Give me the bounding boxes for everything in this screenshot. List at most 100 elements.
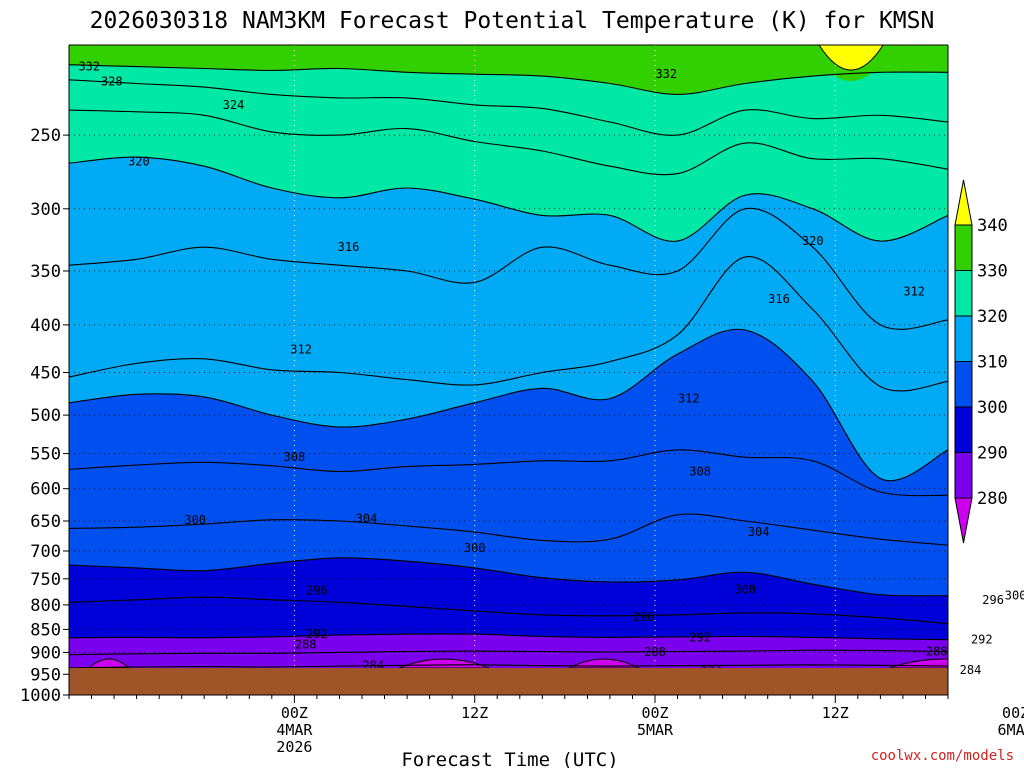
y-tick-label: 750 <box>30 570 61 590</box>
contour-label: 308 <box>689 465 711 479</box>
contour-label: 300 <box>1005 589 1024 603</box>
credit-text: coolwx.com/models <box>871 748 1014 764</box>
y-tick-label: 950 <box>30 665 61 685</box>
fill-band-310 <box>69 256 948 481</box>
contour-line-328 <box>69 79 948 136</box>
surface-blob-1 <box>398 658 490 668</box>
contour-line-310 <box>69 328 948 482</box>
contour-label: 308 <box>284 450 306 464</box>
colorbar: 340 330 320 310 300 290 280 <box>954 179 1008 544</box>
contour-label: 300 <box>464 541 486 555</box>
contour-label: 296 <box>306 584 328 598</box>
colorbar-label: 310 <box>977 353 1008 373</box>
contour-fills <box>69 45 948 668</box>
contour-label: 296 <box>633 610 655 624</box>
contour-line-284 <box>69 664 948 668</box>
colorbar-label: 300 <box>977 398 1008 418</box>
contour-line-324 <box>69 109 948 176</box>
colorbar-label: 330 <box>977 262 1008 282</box>
contour-label: 332 <box>655 67 677 81</box>
contour-label: 292 <box>971 633 993 647</box>
fill-band-300 <box>69 513 948 596</box>
x-tick-label: 6MAR <box>998 721 1024 739</box>
y-tick-label: 1000 <box>20 686 61 706</box>
fill-band-308 <box>69 329 948 496</box>
contour-lines <box>69 64 948 668</box>
contour-line-312 <box>69 256 948 392</box>
y-tick-label: 300 <box>30 200 61 220</box>
x-tick-label: 12Z <box>822 704 849 722</box>
x-tick-label: 4MAR <box>276 721 313 739</box>
contour-label: 288 <box>644 645 666 659</box>
contour-label: 288 <box>295 638 317 652</box>
x-tick-label: 2026 <box>276 738 312 756</box>
y-tick-label: 650 <box>30 512 61 532</box>
y-tick-label: 850 <box>30 620 61 640</box>
contour-label: 304 <box>748 525 770 539</box>
contour-label: 296 <box>982 593 1004 607</box>
fill-band-320 <box>69 110 948 242</box>
contour-label: 300 <box>184 513 206 527</box>
contour-line-308 <box>69 449 948 497</box>
x-tick-label: 00Z <box>1002 704 1024 722</box>
colorbar-box <box>954 224 973 271</box>
contour-line-316 <box>69 207 948 330</box>
contour-label: 316 <box>338 240 360 254</box>
contour-label: 316 <box>768 292 790 306</box>
y-tick-label: 600 <box>30 480 61 500</box>
y-tick-label: 800 <box>30 596 61 616</box>
fill-band-324 <box>69 79 948 175</box>
colorbar-label: 340 <box>977 216 1008 236</box>
x-axis-title: Forecast Time (UTC) <box>401 749 618 768</box>
y-tick-label: 900 <box>30 643 61 663</box>
surface-blob-0 <box>88 658 130 668</box>
x-tick-label: 00Z <box>641 704 668 722</box>
x-tick-label: 12Z <box>461 704 488 722</box>
y-tick-label: 700 <box>30 542 61 562</box>
fill-band-288 <box>69 633 948 655</box>
fill-band-316 <box>69 157 948 330</box>
y-tick-label: 350 <box>30 262 61 282</box>
colorbar-bottom-arrow <box>954 497 973 544</box>
contour-label: 292 <box>689 630 711 644</box>
contour-line-304 <box>69 513 948 546</box>
colorbar-label: 320 <box>977 307 1008 327</box>
contour-label: 324 <box>223 98 245 112</box>
fill-band-328 <box>69 64 948 136</box>
fill-band-304 <box>69 449 948 546</box>
contour-label: 292 <box>306 627 328 641</box>
contour-line-292 <box>69 633 948 641</box>
fill-band-332 <box>69 45 948 95</box>
x-tick-label: 00Z <box>281 704 308 722</box>
y-tick-label: 500 <box>30 406 61 426</box>
y-tick-label: 450 <box>30 364 61 384</box>
fill-band-296 <box>69 557 948 624</box>
contour-line-300 <box>69 557 948 597</box>
colorbar-label: 290 <box>977 444 1008 464</box>
contour-label: 312 <box>678 392 700 406</box>
contour-line-332 <box>69 64 948 95</box>
contour-label: 312 <box>903 284 925 298</box>
colorbar-label: 280 <box>977 489 1008 509</box>
plot-area: 3323323283243203163203163123123123163083… <box>69 45 1024 695</box>
contour-label: 312 <box>290 342 312 356</box>
contour-line-296 <box>69 596 948 625</box>
ground-surface <box>69 668 948 695</box>
contour-line-320 <box>69 156 948 242</box>
contour-line-288 <box>69 649 948 656</box>
contour-label: 320 <box>128 155 150 169</box>
colorbar-box <box>954 315 973 362</box>
upper-max-core <box>818 45 884 71</box>
y-axis: 250 300 350 400 450 500 550 600 650 700 750 800 850 9… <box>20 45 70 706</box>
y-tick-label: 250 <box>30 126 61 146</box>
y-tick-label: 550 <box>30 445 61 465</box>
fill-band-284 <box>69 650 948 668</box>
chart-title: 2026030318 NAM3KM Forecast Potential Tem… <box>90 8 935 34</box>
colorbar-top-arrow <box>954 179 973 226</box>
contour-label: 304 <box>356 512 378 526</box>
contour-label: 284 <box>960 663 982 677</box>
x-axis: 00Z4MAR202612Z00Z5MAR12Z00Z6MAR <box>68 44 1024 756</box>
contour-label: 328 <box>101 75 123 89</box>
fill-band-312 <box>69 208 948 391</box>
contour-label: 300 <box>734 582 756 596</box>
